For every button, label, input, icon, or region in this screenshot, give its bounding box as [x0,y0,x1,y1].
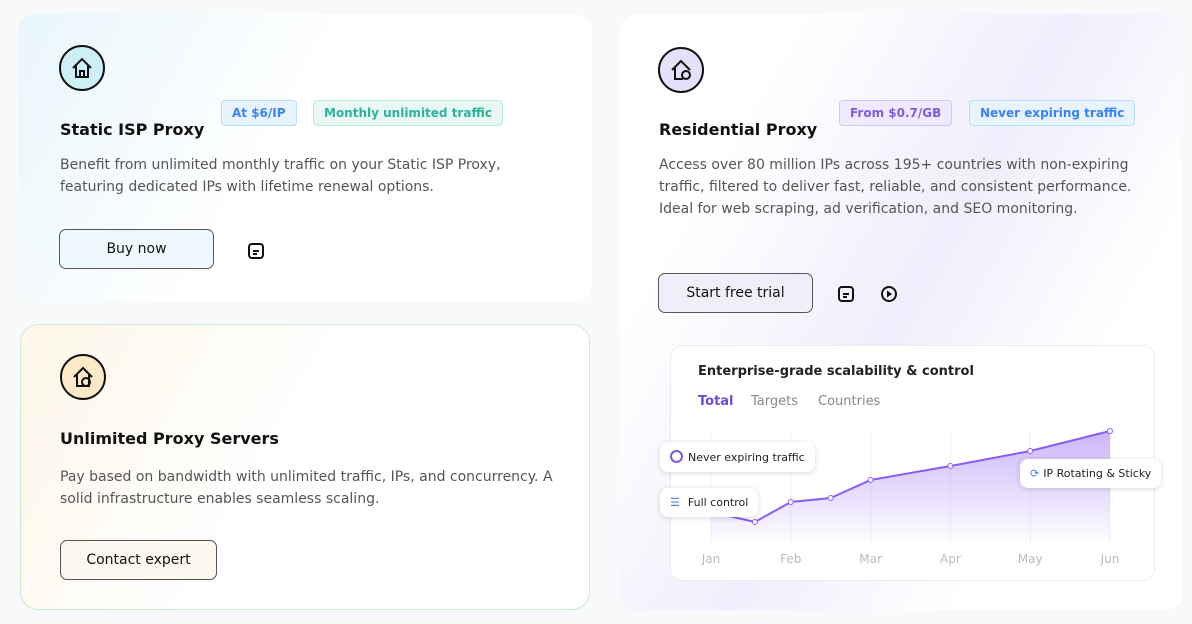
icon [60,354,106,400]
card: Static ISP Proxy At $6/IP Monthly unlimi… [18,14,592,302]
x-tick-label: May [1018,552,1043,566]
card-description: Access over 80 million IPs across 195+ c… [659,157,1132,217]
x-tick-label: Jun [1100,552,1120,566]
area [711,431,1110,540]
badge: Never expiring traffic [969,100,1136,126]
tab[interactable]: Total [698,394,734,409]
callout: ⟳ IP Rotating & Sticky [1020,459,1162,488]
x-tick-label: Feb [780,552,801,566]
button[interactable]: Buy now [59,229,214,269]
point [751,519,758,525]
tab[interactable]: Targets [751,394,798,409]
card-description: Pay based on bandwidth with unlimited tr… [60,469,553,507]
doc-icon[interactable] [837,285,855,303]
badge: Monthly unlimited traffic [313,100,503,126]
card-title: Residential Proxy [659,120,818,139]
doc-icon[interactable] [247,242,265,260]
x-tick-label: Apr [940,552,961,566]
card-title: Static ISP Proxy [60,120,205,139]
play-icon[interactable] [880,285,898,303]
x-tick-label: Mar [859,552,882,566]
card-title: Unlimited Proxy Servers [60,429,279,448]
callout-text: Never expiring traffic [688,451,805,464]
callout-text: IP Rotating & Sticky [1043,467,1152,480]
card: Unlimited Proxy Servers Pay based on ban… [20,324,590,610]
badge: At $6/IP [221,100,297,126]
point [867,477,874,483]
x-tick-label: Jan [701,552,721,566]
callout-text: Full control [687,496,749,509]
card-description: Benefit from unlimited monthly traffic o… [60,157,501,195]
icon [59,45,105,91]
chart-title: Enterprise-grade scalability & control [698,364,974,379]
point [947,463,954,469]
icon [658,47,704,93]
point [1107,428,1113,434]
tab[interactable]: Countries [818,394,881,409]
line [710,430,1111,524]
point [787,499,794,505]
button[interactable]: Contact expert [60,540,217,580]
button[interactable]: Start free trial [658,273,813,313]
badge: From $0.7/GB [839,100,953,126]
point [827,495,834,501]
callout: ☰ Full control [660,488,759,517]
callout: Never expiring traffic [660,442,815,472]
point [1027,448,1034,454]
